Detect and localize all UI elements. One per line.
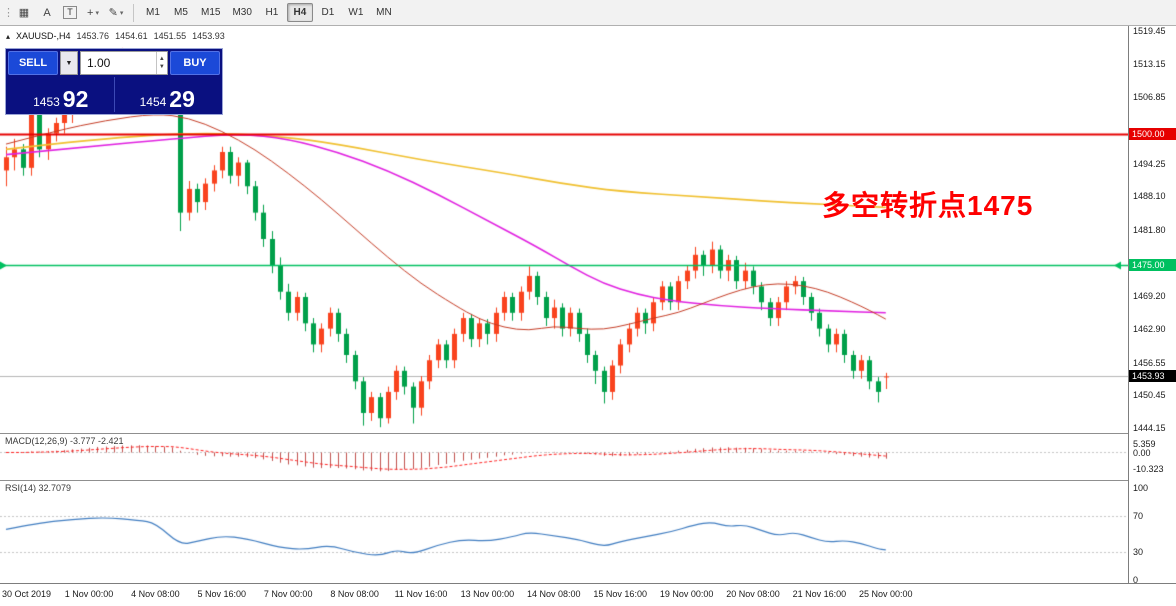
timeframe-m30-button[interactable]: M30	[232, 7, 252, 18]
spin-up-icon[interactable]: ▲	[158, 56, 165, 62]
timeframe-d1-button[interactable]: D1	[321, 7, 335, 18]
current-price-label: 1453.93	[1129, 370, 1176, 383]
timeframe-m5-button[interactable]: M5	[174, 7, 188, 18]
time-axis-label: 8 Nov 08:00	[330, 589, 379, 599]
price-axis-label: 1506.85	[1133, 92, 1166, 103]
rsi-axis-label: 100	[1133, 483, 1149, 493]
rsi-axis-label: 30	[1133, 547, 1144, 558]
cursor-tool-icon[interactable]: A	[43, 6, 51, 19]
chevron-down-icon: ▼	[65, 59, 73, 67]
macd-axis-label: 5.359	[1133, 439, 1156, 450]
price-axis-label: 1444.15	[1133, 423, 1166, 433]
time-axis-label: 13 Nov 00:00	[460, 589, 515, 599]
ask-price[interactable]: 1454 29	[115, 77, 221, 112]
volume-field: ▲ ▼	[80, 51, 168, 75]
time-axis-label: 21 Nov 16:00	[792, 589, 847, 599]
toolbar-drag-handle[interactable]: ⋮	[3, 7, 14, 19]
macd-canvas[interactable]	[0, 433, 1128, 480]
order-type-dropdown[interactable]: ▼	[60, 51, 78, 75]
price-axis-label: 1513.15	[1133, 59, 1166, 70]
time-axis[interactable]: 30 Oct 2019 1 Nov 00:00 4 Nov 08:00 5 Nov 1…	[0, 583, 1176, 606]
low-value: 1451.55	[153, 31, 187, 41]
time-axis-label: 7 Nov 00:00	[263, 589, 313, 599]
toolbar: ⋮ ▦ A T + ▾ ✎ ▾ M1 M5 M15 M30 H1 H4 D1 W1 MN	[0, 0, 1176, 26]
chevron-down-icon: ▾	[95, 9, 99, 17]
price-axis-label: 1456.55	[1133, 357, 1166, 368]
price-axis-label: 1488.10	[1133, 191, 1166, 202]
close-value: 1453.93	[192, 31, 225, 41]
sell-button[interactable]: SELL	[8, 51, 58, 75]
time-axis-label: 14 Nov 08:00	[527, 589, 581, 599]
time-axis-label: 25 Nov 00:00	[859, 589, 913, 599]
timeframe-bar: M1 M5 M15 M30 H1 H4 D1 W1 MN	[140, 3, 397, 22]
bid-price-small: 1453	[33, 95, 60, 109]
quote-panel: 1453 92 1454 29	[8, 77, 220, 112]
volume-spinner: ▲ ▼	[155, 52, 167, 74]
time-axis-label: 15 Nov 16:00	[593, 589, 647, 599]
rsi-axis-label: 70	[1133, 510, 1144, 521]
timeframe-h4-button[interactable]: H4	[286, 3, 313, 22]
macd-axis-label: 0.00	[1133, 447, 1151, 458]
spin-down-icon[interactable]: ▼	[158, 64, 165, 70]
support-level-label: 1475.00	[1129, 259, 1176, 272]
timeframe-h1-button[interactable]: H1	[265, 7, 279, 18]
rsi-axis-label: 0	[1133, 575, 1139, 585]
rsi-label: RSI(14) 32.7079	[5, 483, 72, 493]
draw-tool-icon[interactable]: ✎ ▾	[108, 7, 124, 19]
price-axis-label: 1469.20	[1133, 290, 1166, 301]
macd-panel-separator[interactable]	[0, 433, 1176, 434]
chart-annotation-text[interactable]: 多空转折点1475	[822, 190, 1034, 221]
bid-price[interactable]: 1453 92	[8, 77, 115, 112]
price-axis-label: 1519.45	[1133, 26, 1166, 36]
price-axis-label: 1481.80	[1133, 224, 1166, 235]
one-click-trading-panel: SELL ▼ ▲ ▼ BUY 1453 92 1454 29	[5, 48, 223, 115]
time-axis-label: 5 Nov 16:00	[197, 589, 247, 599]
price-axis-label: 1450.45	[1133, 389, 1166, 400]
time-axis-label: 4 Nov 08:00	[131, 589, 180, 599]
ask-price-big: 29	[169, 86, 195, 112]
time-axis-label: 1 Nov 00:00	[64, 589, 114, 599]
rsi-panel-separator[interactable]	[0, 480, 1176, 481]
time-axis-label: 11 Nov 16:00	[394, 589, 448, 599]
time-axis-label: 19 Nov 00:00	[659, 589, 714, 599]
high-value: 1454.61	[115, 31, 148, 41]
text-tool-icon[interactable]: T	[59, 3, 81, 23]
tools-group: ▦ A T + ▾ ✎ ▾	[13, 3, 127, 23]
volume-input[interactable]	[81, 52, 156, 74]
symbol-marker-icon: ▴	[6, 31, 11, 41]
macd-axis-label: -10.323	[1133, 463, 1164, 474]
open-value: 1453.76	[76, 31, 110, 41]
timeframe-mn-button[interactable]: MN	[376, 7, 392, 18]
toolbar-separator	[133, 3, 134, 22]
crosshair-tool-icon[interactable]: + ▾	[87, 6, 99, 19]
bid-price-big: 92	[62, 86, 89, 112]
timeframe-m15-button[interactable]: M15	[201, 7, 221, 18]
symbol-label: XAUUSD-,H4	[16, 31, 71, 41]
time-axis-label: 20 Nov 08:00	[726, 589, 780, 599]
buy-button[interactable]: BUY	[170, 51, 220, 75]
timeframe-w1-button[interactable]: W1	[348, 7, 364, 18]
ask-price-small: 1454	[139, 95, 167, 109]
price-axis-label: 1494.25	[1133, 158, 1166, 169]
chevron-down-icon: ▾	[119, 9, 124, 17]
rsi-canvas[interactable]	[0, 480, 1128, 583]
timeframe-m1-button[interactable]: M1	[146, 7, 160, 18]
ohlc-header: ▴ XAUUSD-,H4 1453.76 1454.61 1451.55 145…	[6, 31, 225, 41]
time-axis-label: 30 Oct 2019	[2, 589, 52, 599]
chart-window-icon[interactable]: ▦	[18, 7, 30, 19]
resistance-level-label: 1500.00	[1129, 127, 1176, 140]
price-axis[interactable]: 1519.45 1513.15 1506.85 1494.25 1488.10 1481.…	[1128, 26, 1176, 585]
macd-label: MACD(12,26,9) -3.777 -2.421	[5, 436, 124, 446]
price-axis-label: 1462.90	[1133, 324, 1166, 335]
